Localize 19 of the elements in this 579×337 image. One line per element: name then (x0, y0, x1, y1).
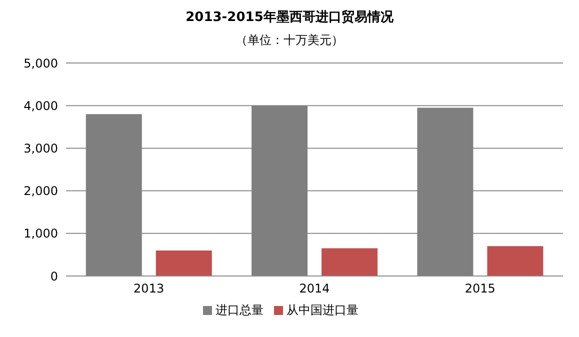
y-tick-label: 2,000 (24, 184, 58, 198)
bar (417, 108, 474, 276)
y-tick-label: 3,000 (24, 141, 58, 156)
bar (252, 106, 308, 276)
bar (487, 246, 544, 276)
bar (156, 250, 212, 276)
bar (322, 248, 378, 276)
legend-label: 从中国进口量 (286, 303, 358, 317)
y-tick-label: 1,000 (24, 226, 58, 241)
chart-title: 2013-2015年墨西哥进口贸易情况 (184, 8, 394, 26)
x-tick-label: 2014 (299, 282, 330, 296)
chart-subtitle: （单位：十万美元） (234, 32, 344, 49)
bar (86, 114, 142, 276)
x-tick-label: 2015 (464, 282, 496, 296)
y-tick-label: 0 (50, 269, 58, 284)
x-tick-label: 2013 (134, 282, 164, 296)
y-tick-label: 5,000 (24, 56, 58, 70)
y-tick-label: 4,000 (24, 98, 58, 113)
legend-label: 进口总量 (216, 303, 264, 317)
